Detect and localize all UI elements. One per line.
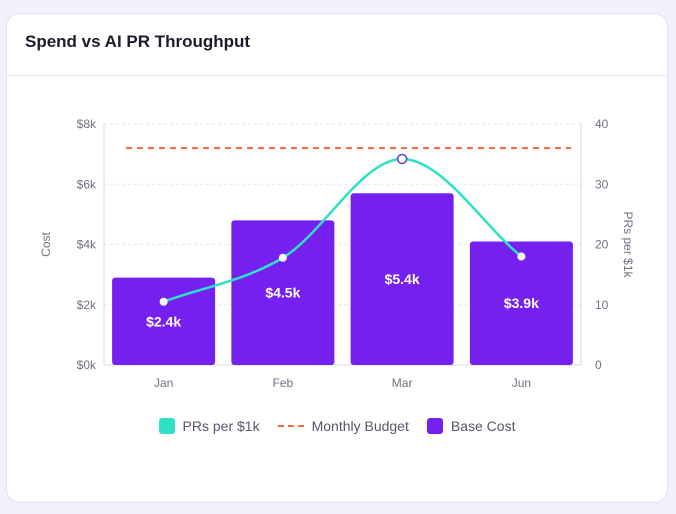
combo-chart: $0k $2k $4k $6k $8k 0 10 20 30 40 Cost PRs per $1k $… bbox=[39, 117, 635, 390]
legend-swatch-dashed bbox=[277, 425, 304, 427]
legend-label: Monthly Budget bbox=[311, 418, 409, 434]
prs-per-1k-point bbox=[159, 297, 168, 306]
y-left-tick-label: $6k bbox=[77, 177, 97, 191]
chart-title: Spend vs AI PR Throughput bbox=[25, 31, 251, 51]
y-right-tick-label: 30 bbox=[595, 177, 609, 191]
prs-per-1k-point bbox=[517, 252, 526, 261]
y-right-tick-label: 40 bbox=[595, 117, 609, 131]
legend-item-prs-per-1k[interactable]: PRs per $1k bbox=[158, 418, 260, 434]
y-right-tick-label: 0 bbox=[595, 358, 602, 372]
legend-label: Base Cost bbox=[450, 418, 516, 434]
bar-data-label: $2.4k bbox=[146, 313, 181, 329]
bar-data-label: $5.4k bbox=[385, 271, 420, 287]
y-right-tick-label: 20 bbox=[595, 238, 609, 252]
x-tick-label: Mar bbox=[392, 376, 413, 390]
bar-base-cost bbox=[112, 277, 216, 365]
legend-swatch-purple bbox=[426, 418, 443, 434]
x-tick-label: Feb bbox=[273, 376, 294, 390]
y-left-tick-label: $4k bbox=[77, 238, 97, 252]
y-left-axis-title: Cost bbox=[39, 232, 53, 257]
prs-per-1k-line bbox=[163, 157, 523, 303]
y-right-axis-title: PRs per $1k bbox=[621, 211, 635, 278]
legend-label: PRs per $1k bbox=[182, 418, 260, 434]
legend-item-base-cost[interactable]: Base Cost bbox=[426, 418, 516, 434]
legend-swatch-teal bbox=[158, 418, 175, 434]
y-left-tick-label: $2k bbox=[77, 298, 97, 312]
bar-data-label: $4.5k bbox=[265, 285, 300, 301]
x-tick-label: Jan bbox=[154, 376, 173, 390]
card-header: Spend vs AI PR Throughput bbox=[7, 14, 667, 76]
prs-per-1k-point bbox=[278, 253, 287, 262]
chart-card: Spend vs AI PR Throughput $0k $2k $4k $6k $8… bbox=[6, 13, 668, 503]
chart-legend: PRs per $1k Monthly Budget Base Cost bbox=[7, 418, 667, 434]
x-tick-label: Jun bbox=[512, 376, 531, 390]
y-right-tick-label: 10 bbox=[595, 298, 609, 312]
y-left-tick-label: $0k bbox=[77, 358, 97, 372]
bar-base-cost bbox=[231, 220, 335, 365]
bar-base-cost bbox=[350, 193, 454, 365]
bar-data-label: $3.9k bbox=[504, 295, 539, 311]
prs-per-1k-point-highlighted bbox=[396, 153, 408, 165]
legend-item-monthly-budget[interactable]: Monthly Budget bbox=[277, 418, 409, 434]
y-left-tick-label: $8k bbox=[77, 117, 97, 131]
bar-base-cost bbox=[469, 241, 573, 365]
